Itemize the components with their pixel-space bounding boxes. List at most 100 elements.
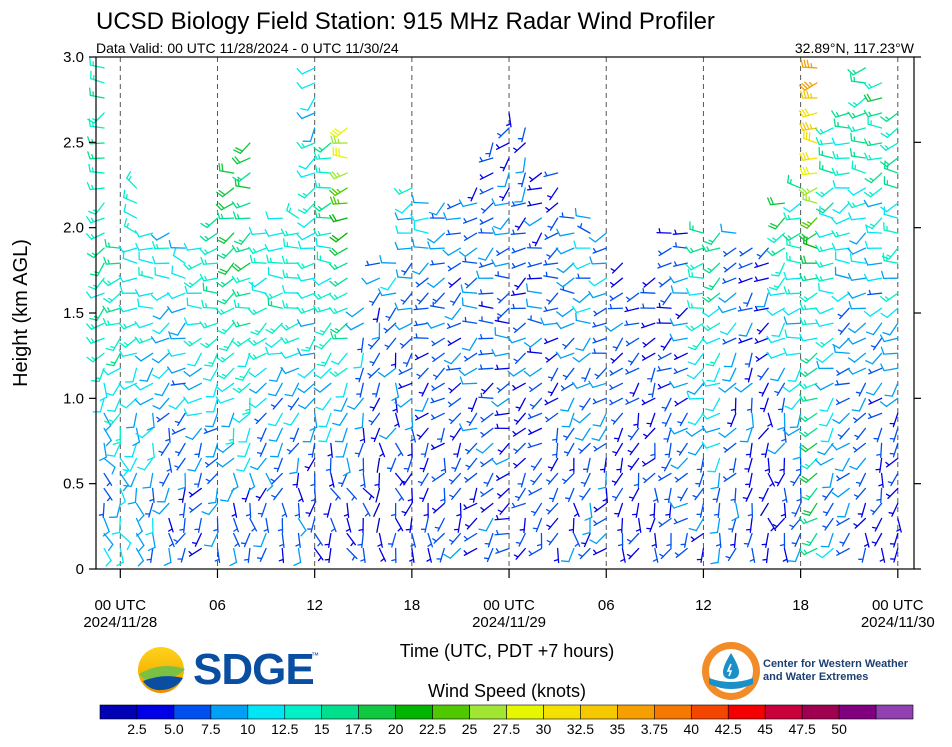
- wind-barb: [199, 273, 219, 282]
- barb-staff: [316, 186, 332, 189]
- wind-barb: [573, 532, 581, 547]
- barb-feather: [199, 235, 207, 242]
- barb-half-feather: [90, 217, 95, 223]
- barb-staff: [593, 277, 607, 287]
- barb-half-feather: [868, 154, 872, 161]
- barb-half-feather: [886, 254, 892, 258]
- barb-staff: [559, 232, 575, 237]
- barb-staff: [713, 367, 721, 382]
- wind-barb: [360, 547, 366, 564]
- barb-staff: [630, 352, 640, 366]
- wind-barb: [768, 217, 786, 230]
- wind-barb: [166, 457, 173, 473]
- barb-half-feather: [839, 541, 845, 544]
- barb-feather: [298, 165, 307, 170]
- barb-half-feather: [269, 293, 273, 299]
- barb-staff: [462, 260, 478, 264]
- barb-staff: [556, 547, 560, 564]
- barb-half-feather: [677, 496, 683, 499]
- barb-staff: [531, 397, 543, 410]
- wind-barb: [815, 230, 834, 238]
- barb-staff: [413, 246, 429, 249]
- barb-feather: [86, 336, 92, 344]
- barb-feather: [768, 286, 778, 291]
- wind-barb: [225, 427, 235, 445]
- wind-barb: [145, 517, 154, 536]
- wind-barb: [889, 442, 899, 458]
- barb-staff: [206, 337, 219, 349]
- barb-staff: [267, 304, 283, 309]
- barb-staff: [791, 397, 802, 410]
- barb-feather: [864, 257, 869, 266]
- barb-feather: [333, 135, 337, 144]
- barb-feather: [137, 466, 146, 471]
- barb-half-feather: [310, 498, 317, 502]
- barb-staff: [823, 442, 834, 456]
- barb-feather: [863, 109, 869, 118]
- barb-feather: [814, 307, 821, 315]
- barb-staff: [496, 397, 510, 407]
- barb-staff: [521, 172, 526, 188]
- wind-barb: [791, 532, 802, 548]
- wind-barb: [625, 367, 640, 375]
- wind-barb: [575, 312, 591, 324]
- barb-staff: [237, 337, 251, 347]
- barb-feather: [847, 272, 853, 281]
- wind-barb: [722, 337, 737, 345]
- colorbar-swatch: [543, 704, 581, 720]
- barb-feather: [849, 148, 853, 157]
- barb-half-feather: [870, 509, 876, 513]
- barb-staff: [749, 517, 753, 534]
- barb-feather: [798, 84, 806, 91]
- barb-staff: [566, 442, 575, 457]
- wind-barb: [156, 412, 170, 423]
- wind-barb: [831, 442, 850, 451]
- barb-feather: [801, 512, 811, 516]
- wind-barb: [756, 322, 769, 335]
- wind-barb: [103, 472, 113, 487]
- barb-half-feather: [90, 234, 95, 239]
- barb-feather: [331, 188, 339, 195]
- barb-staff: [629, 427, 640, 441]
- barb-half-feather: [496, 364, 499, 370]
- barb-feather: [799, 477, 807, 484]
- wind-barb: [106, 442, 121, 457]
- barb-staff: [518, 532, 526, 547]
- wind-barb: [658, 277, 672, 288]
- wind-barb: [574, 207, 591, 219]
- barb-half-feather: [774, 390, 780, 394]
- wind-barb: [819, 397, 834, 412]
- colorbar-swatch: [617, 704, 655, 720]
- barb-half-feather: [317, 230, 321, 236]
- wind-barb: [370, 427, 381, 443]
- wind-barb: [356, 382, 364, 398]
- sdge-sun-icon: [138, 647, 185, 693]
- barb-feather: [864, 191, 872, 198]
- wind-barb: [847, 247, 867, 255]
- wind-barb: [738, 322, 753, 337]
- wind-barb: [799, 122, 818, 131]
- barb-staff: [578, 352, 591, 363]
- barb-staff: [640, 291, 656, 294]
- wind-barb: [560, 397, 575, 412]
- wind-barb: [594, 367, 607, 380]
- wind-barb: [253, 532, 267, 548]
- wind-barb: [710, 472, 721, 490]
- wind-barb: [495, 472, 510, 481]
- x-tick-label: 12: [306, 597, 323, 614]
- barb-half-feather: [343, 513, 349, 517]
- barb-feather: [555, 351, 562, 359]
- barb-staff: [851, 292, 867, 299]
- barb-half-feather: [594, 373, 600, 377]
- barb-feather: [234, 263, 242, 270]
- barb-staff: [361, 412, 364, 428]
- barb-staff: [254, 397, 267, 409]
- wind-barb: [760, 502, 769, 517]
- barb-staff: [785, 292, 802, 295]
- wind-barb: [123, 218, 138, 234]
- barb-staff: [561, 382, 575, 392]
- wind-barb: [530, 457, 543, 471]
- barb-half-feather: [869, 191, 874, 196]
- barb-feather: [831, 137, 837, 146]
- wind-barb: [413, 221, 429, 234]
